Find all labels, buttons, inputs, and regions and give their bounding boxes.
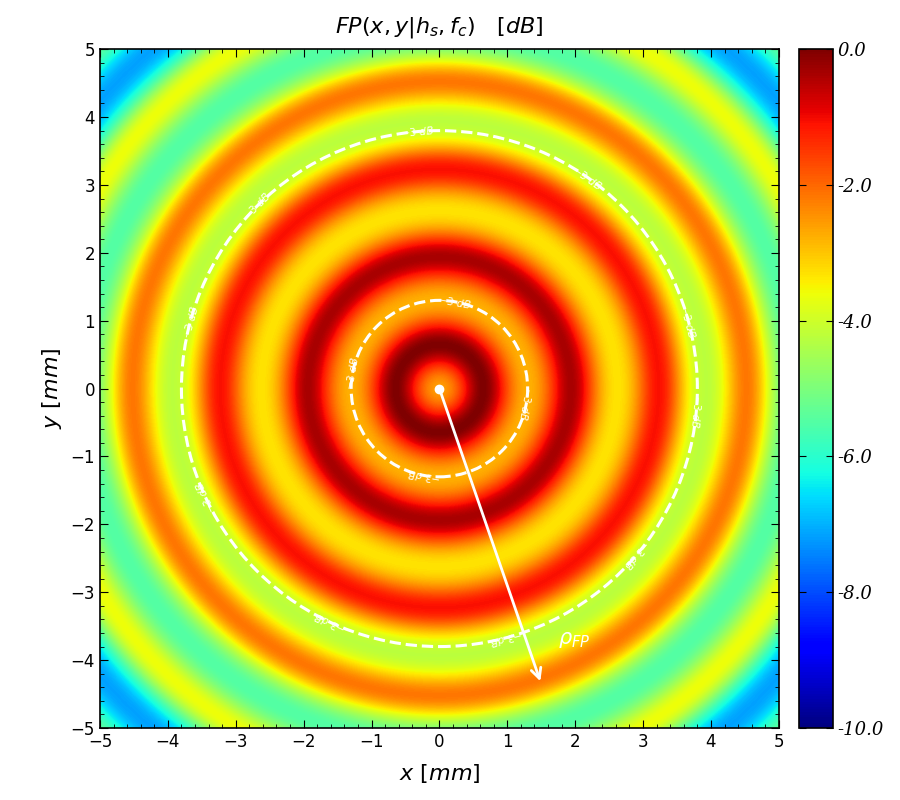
Text: $-3\ dB$: $-3\ dB$ [193, 480, 218, 515]
Text: $-3\ dB$: $-3\ dB$ [312, 610, 348, 635]
Text: $-3\ dB$: $-3\ dB$ [679, 304, 698, 340]
Text: $-3\ dB$: $-3\ dB$ [489, 628, 524, 648]
Text: $-3\ dB$: $-3\ dB$ [180, 304, 201, 340]
Y-axis label: $y\ [mm]$: $y\ [mm]$ [40, 348, 64, 430]
Text: $-3\ dB$: $-3\ dB$ [688, 394, 704, 429]
Text: $-3\ dB$: $-3\ dB$ [241, 190, 274, 222]
Text: $\rho_{FP}$: $\rho_{FP}$ [558, 630, 590, 650]
Text: $-3\ dB$: $-3\ dB$ [518, 386, 536, 422]
X-axis label: $x\ [mm]$: $x\ [mm]$ [399, 762, 481, 785]
Text: $-3\ dB$: $-3\ dB$ [407, 466, 442, 484]
Text: $-3\ dB$: $-3\ dB$ [344, 356, 361, 391]
Title: $FP(x,y|h_s,f_c) \quad [dB]$: $FP(x,y|h_s,f_c) \quad [dB]$ [335, 15, 544, 40]
Text: $-3\ dB$: $-3\ dB$ [570, 162, 605, 192]
Text: $-3\ dB$: $-3\ dB$ [622, 538, 652, 571]
Text: $-3\ dB$: $-3\ dB$ [437, 293, 472, 310]
Text: $-3\ dB$: $-3\ dB$ [400, 124, 434, 139]
